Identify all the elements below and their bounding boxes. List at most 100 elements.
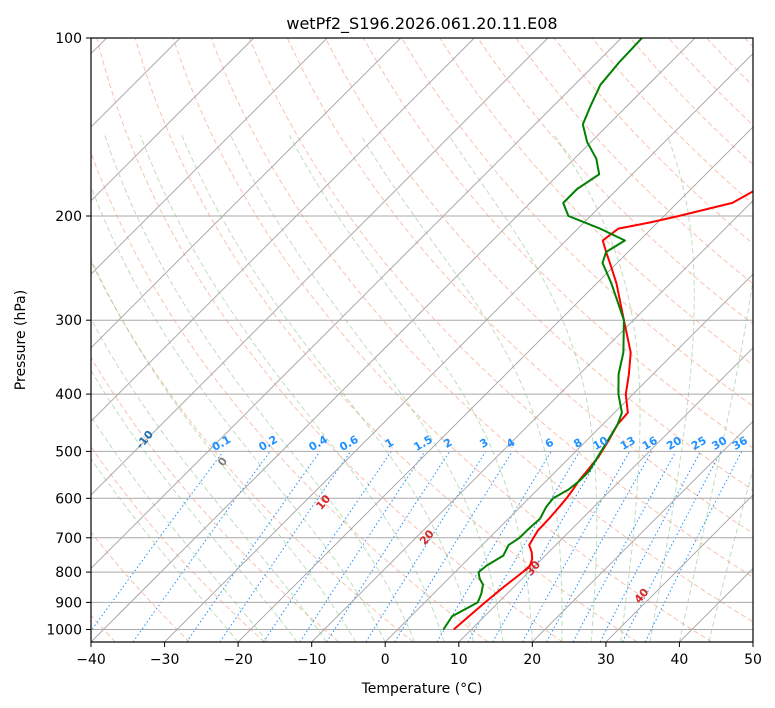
x-tick-label: −30 (150, 652, 180, 668)
mixing-ratio-label: 0.1 (210, 433, 233, 454)
x-tick-label: −10 (297, 652, 327, 668)
dry-adiabat (325, 38, 753, 491)
mixing-ratio-line (492, 451, 603, 642)
y-tick-label: 500 (55, 444, 82, 460)
mixing-ratio-label: 0.4 (306, 433, 330, 454)
dry-adiabat (96, 38, 563, 642)
y-tick-label: 200 (55, 209, 82, 225)
isotherm (458, 347, 753, 642)
x-tick-label: −20 (223, 652, 253, 668)
line-labels: 0.10.20.40.611.52346810131620253036-100-… (0, 389, 750, 606)
mixing-ratio-line (546, 451, 653, 642)
x-tick-label: 30 (597, 652, 615, 668)
isotherm (91, 38, 622, 570)
moist-adiabat (230, 134, 504, 642)
dry-adiabat-label: 0 (215, 454, 230, 468)
dry-adiabat (668, 38, 753, 126)
mixing-ratio-label: 1.5 (411, 433, 434, 454)
dry-adiabat (401, 38, 753, 407)
dry-adiabat (248, 38, 753, 578)
dry-adiabat (172, 38, 713, 642)
y-tick-label: 300 (55, 313, 82, 329)
y-axis-ticks: 100 200 300 400 500 600 700 800 900 1000 (46, 31, 91, 639)
x-tick-label: 10 (450, 652, 468, 668)
dry-adiabat (210, 38, 753, 623)
moist-adiabat (448, 134, 598, 642)
isotherm (164, 52, 753, 642)
moist-adiabat (678, 276, 753, 642)
isotherm (531, 420, 753, 642)
isotherms (91, 38, 753, 642)
mixing-ratio-line (394, 451, 513, 642)
dry-adiabat (134, 38, 638, 642)
x-tick-label: 0 (381, 652, 390, 668)
dry-adiabat-label: -10 (133, 428, 156, 452)
isotherm (91, 38, 255, 202)
mixing-ratio-lines (91, 451, 743, 642)
mixing-ratio-line (467, 451, 581, 642)
mixing-ratio-line (219, 451, 352, 642)
dry-adiabat (515, 38, 753, 285)
profiles (442, 38, 753, 631)
mixing-ratio-line (644, 451, 743, 642)
dry-adiabat (363, 38, 753, 449)
mixing-ratio-line (572, 451, 677, 642)
isotherm (91, 38, 696, 642)
mixing-ratio-label: 16 (640, 434, 660, 453)
isotherm (679, 567, 753, 642)
dry-adiabat (477, 38, 753, 325)
isotherm (91, 38, 328, 275)
x-axis-label: Temperature (°C) (361, 681, 483, 697)
dry-adiabat (91, 151, 489, 642)
mixing-ratio-label: 30 (709, 434, 729, 453)
y-tick-label: 800 (55, 565, 82, 581)
mixing-ratio-line (326, 451, 451, 642)
isotherm (605, 494, 753, 642)
mixing-ratio-label: 6 (543, 436, 556, 451)
mixing-ratio-label: 3 (477, 436, 490, 451)
y-tick-label: 400 (55, 387, 82, 403)
mixing-ratio-line (365, 451, 487, 642)
dry-adiabats (91, 38, 753, 642)
moist-adiabat (91, 258, 357, 642)
isobars (91, 38, 753, 630)
dry-adiabat (591, 38, 753, 205)
dry-adiabat (91, 260, 414, 642)
mixing-ratio-label: 0.2 (257, 433, 280, 454)
dry-adiabat (91, 356, 340, 642)
y-tick-label: 700 (55, 531, 82, 547)
mixing-ratio-label: 13 (618, 434, 638, 453)
y-tick-label: 900 (55, 595, 82, 611)
mixing-ratio-line (91, 451, 224, 632)
x-tick-label: 40 (670, 652, 688, 668)
x-tick-label: 50 (744, 652, 762, 668)
x-axis-ticks: −40 −30 −20 −10 0 10 20 30 40 50 (76, 642, 762, 668)
plot-frame (90, 37, 754, 643)
moist-adiabat (91, 185, 386, 642)
dry-adiabat (553, 38, 753, 245)
dry-adiabat-label: 20 (417, 527, 437, 547)
y-tick-label: 1000 (46, 623, 82, 639)
mixing-ratio-line (436, 451, 552, 642)
temperature-profile (453, 190, 753, 631)
dry-adiabat (91, 531, 191, 642)
dry-adiabat (706, 38, 753, 87)
y-tick-label: 100 (55, 31, 82, 47)
isotherm (91, 38, 549, 496)
mixing-ratio-label: 1 (383, 436, 396, 451)
moist-adiabat (91, 457, 239, 642)
moist-adiabat (181, 135, 474, 642)
moist-adiabat (288, 134, 533, 642)
moist-adiabat (139, 135, 445, 642)
isotherm (91, 38, 475, 423)
mixing-ratio-line (263, 451, 392, 642)
x-tick-label: −40 (76, 652, 106, 668)
y-axis-label: Pressure (hPa) (13, 290, 29, 390)
dry-adiabat (744, 38, 753, 48)
moist-adiabat (104, 135, 416, 642)
isotherm (384, 273, 753, 642)
dry-adiabat-label: -30 (0, 389, 15, 413)
moist-adiabat (91, 369, 298, 642)
isotherm (311, 199, 753, 642)
